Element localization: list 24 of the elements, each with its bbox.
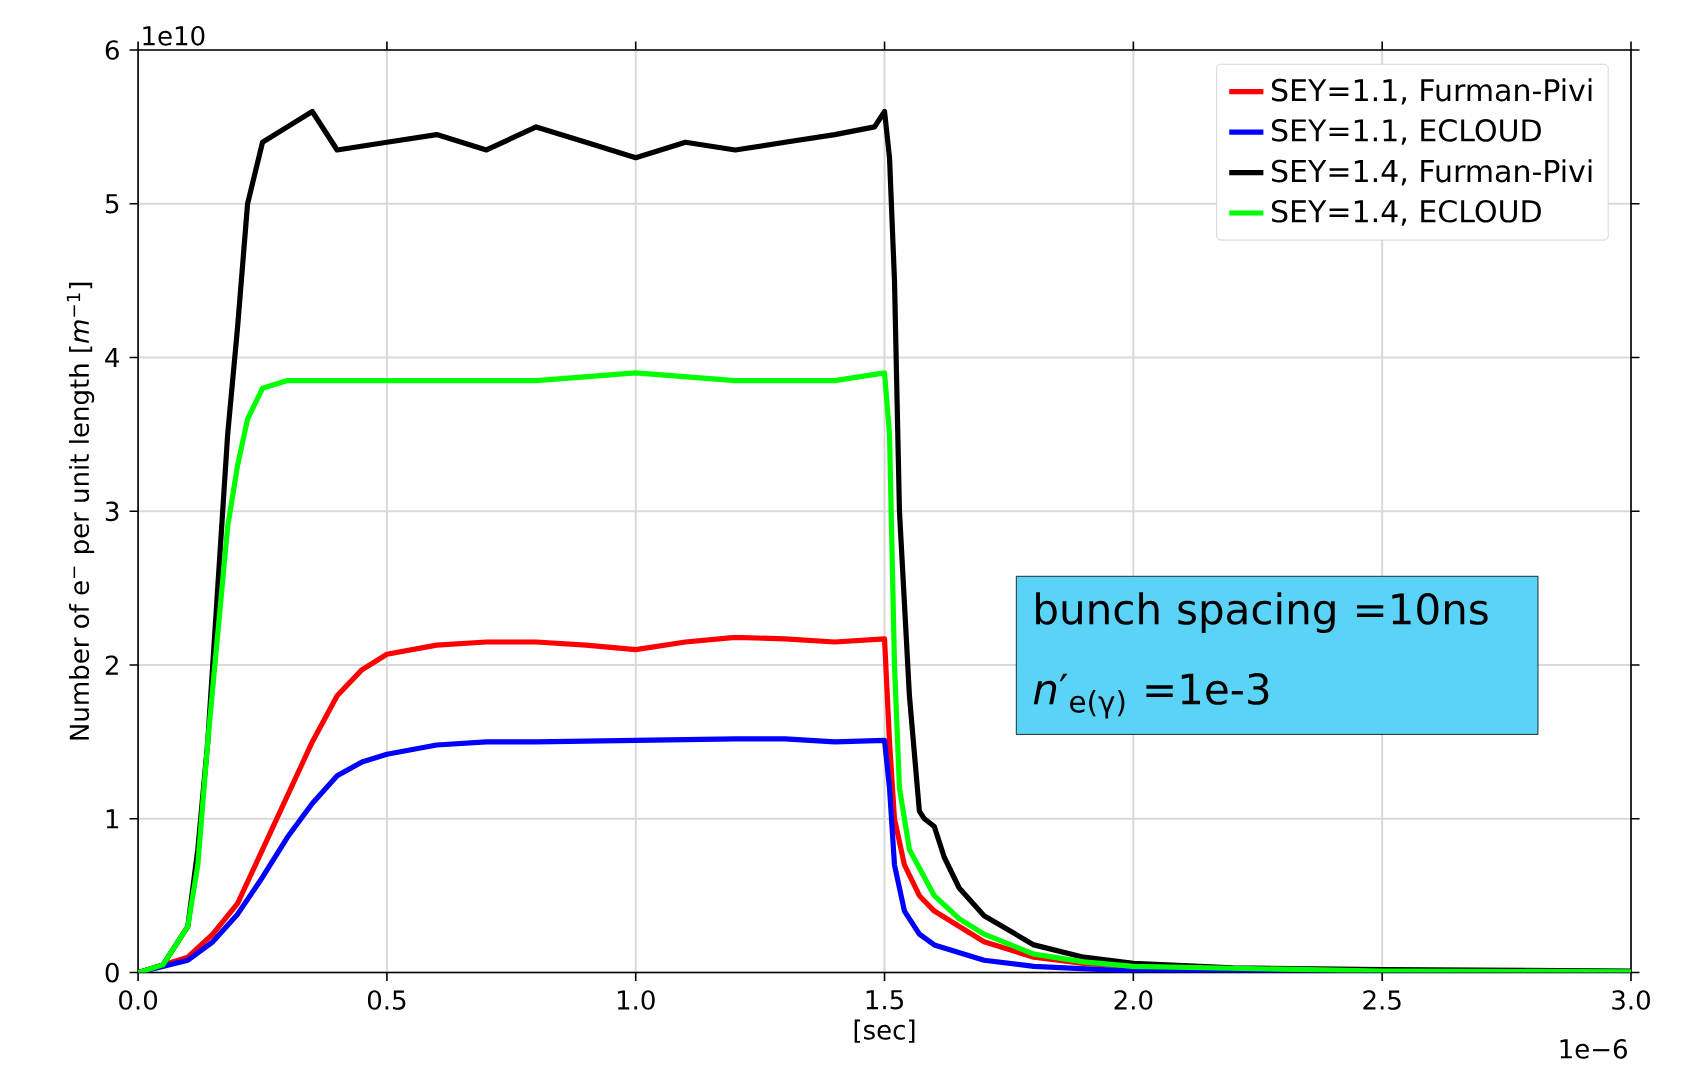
text: 1e−6 [1560,1039,1627,1059]
x-tick-label: 1.5 [866,990,903,1010]
text: 1e10 [143,26,205,46]
x-tick-label: 2.0 [1114,990,1153,1011]
x-axis-title: [sec] [854,1019,915,1043]
y-tick-label: 1 [106,809,119,829]
y-tick-label: 4 [105,348,120,368]
y-tick-label: 2 [105,655,118,675]
y-tick-label: 3 [105,501,119,522]
annotation: bunch spacing =10ns [1036,592,1488,634]
y-tick-label: 0 [105,962,119,983]
x-tick-label: 3.0 [1612,990,1650,1011]
legend-label: SEY=1.4, ECLOUD [1271,200,1541,226]
x-tick-label: 0.0 [119,990,158,1011]
y-tick-label: 5 [105,194,119,214]
x-tick-label: 1.0 [617,990,655,1011]
legend-label: SEY=1.4, Furman-Pivi [1271,159,1592,186]
legend-label: SEY=1.1, Furman-Pivi [1271,78,1592,105]
annotation: n′$_{e(γ)}$ =1e-3 [1033,673,1269,719]
legend-label: SEY=1.1, ECLOUD [1271,119,1541,145]
x-tick-label: 2.5 [1363,990,1401,1011]
y-axis-title: Number of e$^{−}$ per unit length [m$^{−1}$] [66,282,95,740]
y-tick-label: 6 [105,40,119,61]
x-tick-label: 0.5 [367,990,406,1011]
